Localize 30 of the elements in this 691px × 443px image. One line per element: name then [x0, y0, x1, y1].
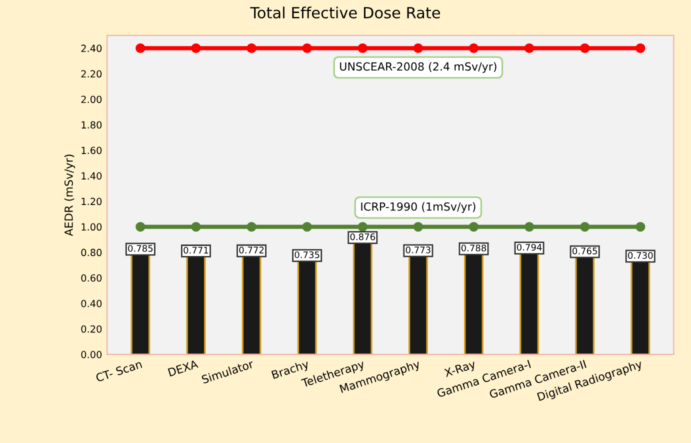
data-label: 0.771	[184, 246, 208, 254]
data-label: 0.773	[406, 246, 430, 254]
text: 0.00	[81, 350, 102, 358]
text: 0.40	[81, 300, 102, 308]
data-label: 0.730	[628, 252, 653, 259]
text: 1.20	[82, 198, 102, 206]
x-tick-label: DEXA	[168, 360, 199, 376]
text: 2.40	[81, 44, 102, 52]
data-label: 0.794	[516, 244, 542, 251]
series-label: UNSCEAR-2008 (2.4 mSv/yr)	[340, 62, 496, 73]
data-label: 0.772	[239, 246, 264, 254]
text: 0.20	[81, 325, 102, 333]
data-label: 0.876	[350, 233, 375, 240]
data-label: 0.765	[572, 248, 597, 254]
text: 0.80	[81, 248, 102, 256]
text: 2.00	[81, 96, 102, 104]
chart-title: Total Effective Dose Rate	[250, 6, 440, 18]
y-axis-title: AEDR (mSv/yr)	[64, 154, 76, 236]
text: 2.20	[81, 70, 102, 78]
text: 0.60	[81, 274, 102, 282]
data-label: 0.735	[294, 251, 320, 258]
text: 1.00	[82, 223, 102, 231]
x-tick-label: CT- Scan	[95, 360, 142, 382]
data-label: 0.785	[128, 244, 153, 252]
series-label: ICRP-1990 (1mSv/yr)	[361, 202, 476, 213]
x-tick-label: X-Ray	[444, 360, 477, 380]
text: 1.40	[82, 172, 102, 180]
data-label: 0.788	[461, 244, 486, 252]
text: 1.60	[82, 146, 102, 154]
text: 1.80	[82, 121, 102, 129]
